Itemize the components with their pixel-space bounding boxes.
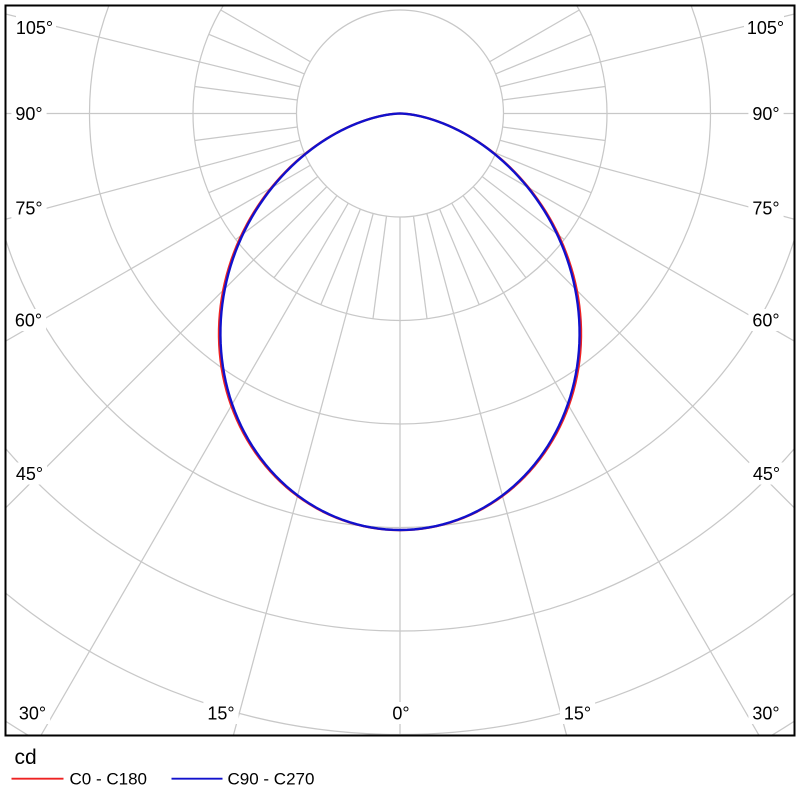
svg-text:C0 - C180: C0 - C180 — [70, 770, 147, 789]
svg-text:30°: 30° — [19, 703, 46, 723]
svg-text:cd: cd — [15, 746, 37, 769]
svg-text:90°: 90° — [15, 104, 42, 124]
svg-text:75°: 75° — [15, 198, 42, 218]
svg-text:45°: 45° — [753, 464, 780, 484]
svg-text:0°: 0° — [392, 703, 409, 723]
svg-text:75°: 75° — [752, 198, 779, 218]
svg-text:15°: 15° — [564, 703, 591, 723]
svg-text:15°: 15° — [207, 703, 234, 723]
svg-text:60°: 60° — [15, 310, 42, 330]
svg-text:30°: 30° — [752, 703, 779, 723]
svg-text:90°: 90° — [752, 104, 779, 124]
svg-text:105°: 105° — [747, 18, 784, 38]
svg-text:C90 - C270: C90 - C270 — [228, 770, 315, 789]
svg-text:60°: 60° — [752, 310, 779, 330]
svg-text:105°: 105° — [16, 18, 53, 38]
svg-text:45°: 45° — [16, 464, 43, 484]
